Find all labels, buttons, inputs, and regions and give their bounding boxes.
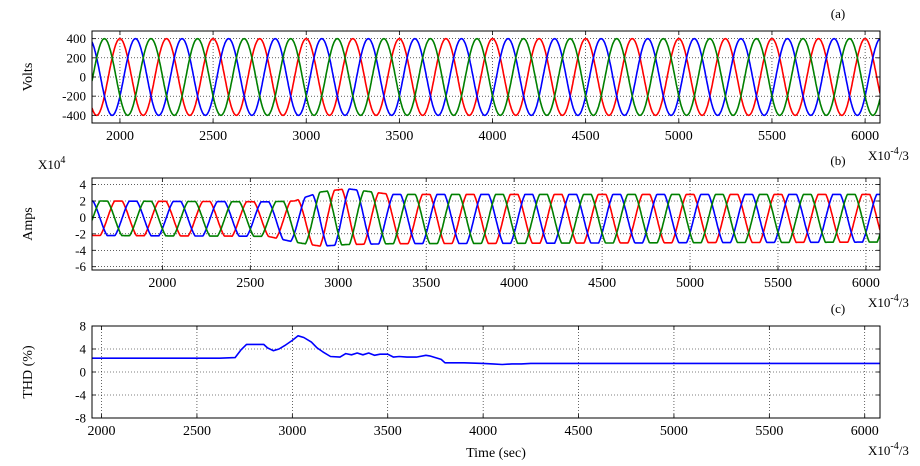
x-tick-label: 5500 [764,276,792,291]
x-tick-label: 6000 [851,129,879,144]
y-axis-label: Amps [21,207,36,240]
y-tick-label: 200 [67,50,87,65]
series-line-3 [92,190,880,246]
x-tick-label: 4000 [500,276,528,291]
y-tick-label: 0 [80,365,87,380]
x-tick-label: 5000 [676,276,704,291]
panel-a: 2000 2500 3000 3500 4000 4500 5000 5500 60004002… [21,6,909,163]
y-tick-label: 4 [80,342,87,357]
x-tick-label: 3000 [278,424,306,439]
x-multiplier-label: X10-4/3 [868,441,909,458]
panel-label: (a) [831,6,845,21]
y-tick-label: 2 [80,194,87,209]
x-tick-label: 4000 [469,424,497,439]
x-multiplier-label: X10-4/3 [868,146,909,163]
x-tick-label: 5000 [660,424,688,439]
series-line-2 [92,188,880,247]
series-line-1 [92,335,880,366]
x-multiplier-label: X10-4/3 [868,293,909,310]
y-tick-label: -6 [75,259,86,274]
x-axis-label: Time (sec) [466,446,526,461]
x-tick-label: 3500 [374,424,402,439]
y-axis-label: THD (%) [21,345,36,399]
x-tick-label: 6000 [851,424,879,439]
y-tick-label: 400 [67,31,87,46]
x-tick-label: 3000 [292,129,320,144]
y-tick-label: -8 [75,411,86,426]
panel-c: 2000 2500 3000 3500 4000 4500 5000 5500 6000 8 4 0 -… [21,301,909,461]
x-tick-label: 4500 [588,276,616,291]
x-tick-label: 4500 [565,424,593,439]
y-multiplier-label: X104 [38,155,65,172]
panel-b: 2000 2500 3000 3500 4000 4500 5000 5500 6000420-… [21,153,909,310]
x-tick-label: 3500 [412,276,440,291]
x-tick-label: 6000 [852,276,880,291]
y-tick-label: -2 [75,226,86,241]
y-tick-label: 0 [80,210,87,225]
x-tick-label: 2500 [236,276,264,291]
x-tick-label: 5000 [665,129,693,144]
y-tick-label: 8 [80,319,87,334]
y-tick-label: -4 [75,243,86,258]
y-tick-label: -200 [62,89,86,104]
x-tick-label: 3000 [324,276,352,291]
x-tick-label: 4500 [572,129,600,144]
y-tick-label: -400 [62,108,86,123]
y-tick-label: -4 [75,388,86,403]
panel-label: (b) [830,153,845,168]
x-tick-label: 4000 [479,129,507,144]
x-tick-label: 2500 [183,424,211,439]
panel-label: (c) [831,301,845,316]
x-tick-label: 5500 [755,424,783,439]
x-tick-label: 5500 [758,129,786,144]
y-axis-label: Volts [21,63,36,92]
series-line-3 [92,37,880,117]
series-line-1 [92,37,880,117]
x-tick-label: 2000 [106,129,134,144]
y-tick-label: 4 [80,177,87,192]
axes-frame [91,177,881,271]
x-tick-label: 2000 [88,424,116,439]
x-tick-label: 3500 [385,129,413,144]
x-tick-label: 2500 [199,129,227,144]
y-tick-label: 0 [80,70,87,85]
x-tick-label: 2000 [148,276,176,291]
